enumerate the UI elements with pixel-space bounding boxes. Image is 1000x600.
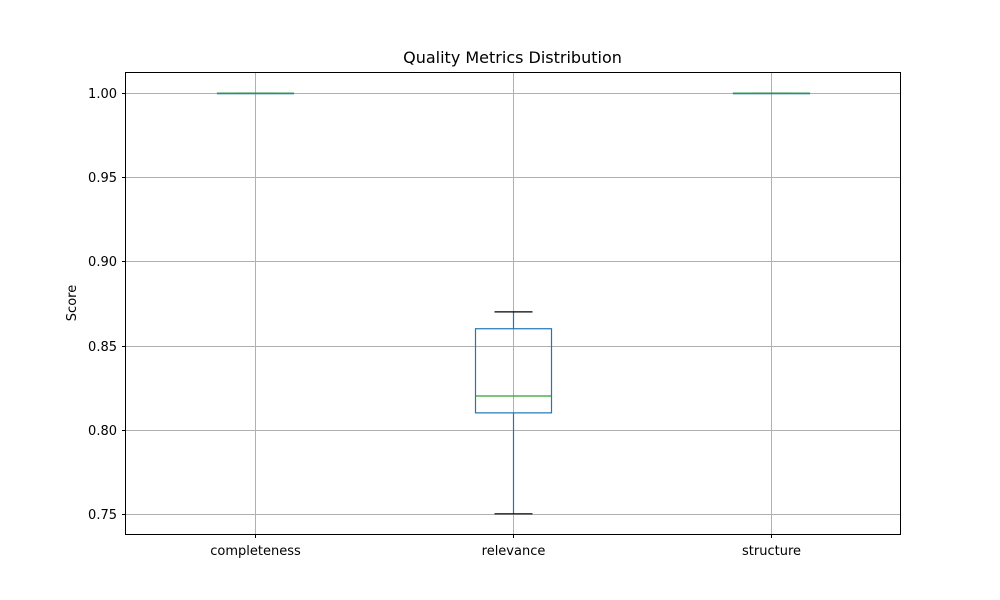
- y-axis-label: Score: [65, 285, 80, 321]
- y-tick-label: 0.90: [88, 255, 117, 270]
- x-tick-label: relevance: [482, 544, 546, 559]
- y-tick-label: 0.75: [88, 508, 117, 523]
- y-tick-label: 0.80: [88, 424, 117, 439]
- box-structure: [732, 92, 811, 95]
- y-tick-label: 1.00: [88, 87, 117, 102]
- x-tick-label: completeness: [210, 544, 301, 559]
- x-tick-label: structure: [742, 544, 801, 559]
- box-layer: [216, 92, 811, 515]
- box-completeness: [216, 92, 295, 95]
- tick-layer: 0.75 0.80 0.85 0.90 0.95 1.00 completeness rele…: [88, 87, 801, 559]
- box-relevance: [474, 311, 553, 515]
- y-tick-label: 0.95: [88, 171, 117, 186]
- chart-title: Quality Metrics Distribution: [403, 48, 622, 67]
- y-tick-label: 0.85: [88, 340, 117, 355]
- iqr-box: [474, 328, 553, 414]
